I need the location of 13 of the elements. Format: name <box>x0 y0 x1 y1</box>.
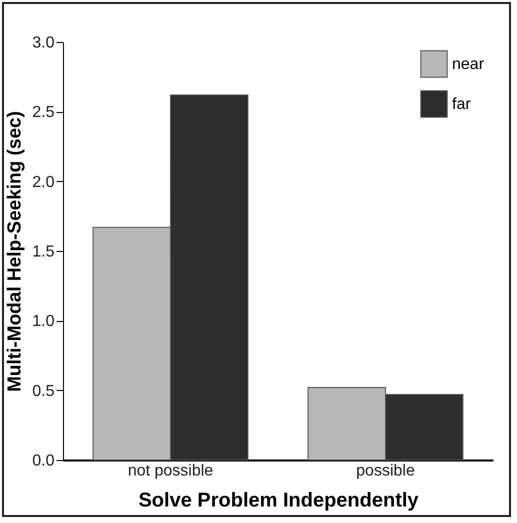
legend-label: far <box>452 96 472 113</box>
x-tick-label: possible <box>356 462 415 480</box>
y-tick-label: 1.0 <box>32 313 55 330</box>
y-tick-label: 3.0 <box>32 34 55 52</box>
y-tick-label: 2.5 <box>32 104 55 122</box>
y-tick-label: 0.5 <box>32 382 55 400</box>
y-tick-label: 1.5 <box>32 244 55 260</box>
x-tick-label: not possible <box>128 462 214 480</box>
y-axis-title: Multi-Modal Help-Seeking (sec) <box>4 111 26 392</box>
legend-label: near <box>452 56 485 73</box>
y-tick-label: 2.0 <box>32 174 55 191</box>
y-tick-label: 0.0 <box>32 452 55 470</box>
x-axis-title: Solve Problem Independently <box>138 490 420 512</box>
